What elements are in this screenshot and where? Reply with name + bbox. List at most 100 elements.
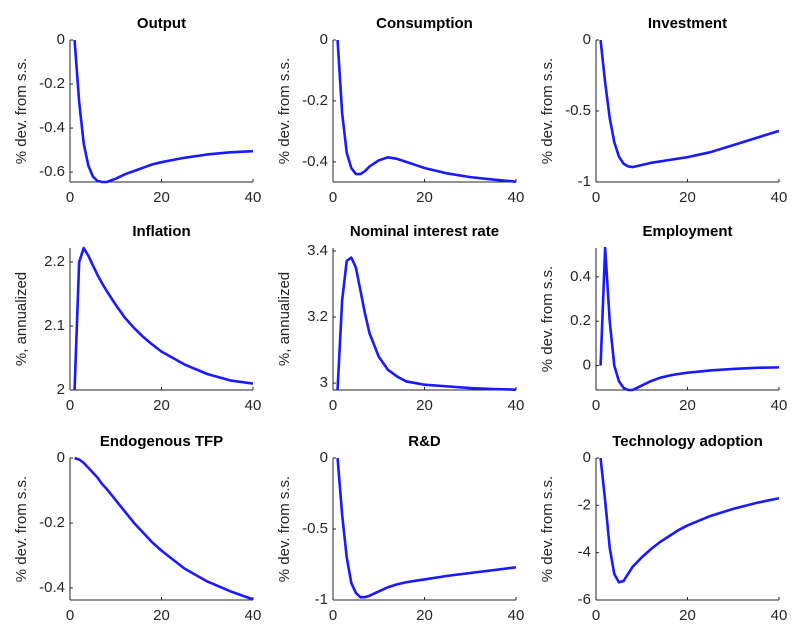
y-tick-label: -0.5 [302, 520, 328, 537]
x-tick-label: 40 [508, 189, 525, 206]
y-tick-label: 0 [57, 31, 65, 48]
x-tick-label: 40 [771, 189, 788, 206]
x-tick-label: 40 [508, 607, 525, 624]
plot-area [73, 246, 253, 391]
plot-area [336, 39, 516, 183]
y-axis-label: %, annualized [13, 272, 30, 366]
subplot-title: Nominal interest rate [350, 223, 499, 240]
subplot-title: Employment [642, 223, 732, 240]
y-tick-label: -1 [578, 173, 591, 190]
subplot-title: Endogenous TFP [100, 433, 223, 450]
y-tick-label: -0.2 [39, 514, 65, 531]
plot-area [74, 456, 253, 601]
plot-area [599, 39, 779, 169]
line-series [73, 39, 253, 184]
subplot: Nominal interest rate %, annualized 0 20 40 3… [276, 223, 524, 414]
y-tick-label: 0 [57, 449, 65, 466]
y-tick-label: 2.1 [44, 317, 65, 334]
x-tick-label: 20 [416, 397, 433, 414]
x-tick-label: 0 [66, 607, 74, 624]
y-tick-label: -2 [578, 496, 591, 513]
x-tick-label: 20 [679, 189, 696, 206]
y-tick-label: 0 [583, 449, 591, 466]
line-series [336, 39, 516, 183]
y-tick-label: 3 [320, 374, 328, 391]
plot-area [73, 39, 253, 184]
y-tick-label: 2 [57, 381, 65, 398]
subplot: Technology adoption % dev. from s.s. 0 20 40… [539, 433, 787, 624]
subplot-title: Output [137, 15, 186, 32]
y-tick-label: -0.4 [39, 579, 65, 596]
line-series [336, 457, 516, 599]
x-tick-label: 20 [153, 397, 170, 414]
y-tick-label: 0.2 [570, 312, 591, 329]
x-tick-label: 0 [329, 607, 337, 624]
y-tick-label: -4 [578, 544, 591, 561]
x-tick-label: 20 [416, 607, 433, 624]
subplot: R&D % dev. from s.s. 0 20 40 -1 -0.5 0 [276, 433, 524, 624]
y-tick-label: 3.4 [307, 242, 328, 259]
y-tick-label: -0.2 [302, 92, 328, 109]
x-tick-label: 40 [508, 397, 525, 414]
y-tick-label: -0.6 [39, 163, 65, 180]
line-series [599, 39, 779, 169]
y-axis-label: % dev. from s.s. [13, 476, 30, 582]
y-axis-label: % dev. from s.s. [539, 266, 556, 372]
y-tick-label: -0.2 [39, 75, 65, 92]
x-tick-label: 0 [66, 189, 74, 206]
subplot: Endogenous TFP % dev. from s.s. 0 20 40 -0.4 -… [13, 433, 261, 624]
y-tick-label: -1 [315, 591, 328, 608]
subplot: Output % dev. from s.s. 0 20 40 -0.6 -0.4 -0.2 0 [13, 15, 261, 206]
x-tick-label: 20 [153, 607, 170, 624]
y-axis-label: % dev. from s.s. [539, 476, 556, 582]
x-tick-label: 0 [592, 397, 600, 414]
x-tick-label: 40 [245, 607, 262, 624]
line-series [74, 456, 253, 601]
x-tick-label: 20 [679, 607, 696, 624]
subplot-title: Consumption [376, 15, 473, 32]
subplot: Employment % dev. from s.s. 0 20 40 0 0.2 0.4 [539, 223, 787, 414]
subplot: Consumption % dev. from s.s. 0 20 40 -0.4 -0.2… [276, 15, 524, 206]
x-tick-label: 20 [679, 397, 696, 414]
x-tick-label: 40 [245, 189, 262, 206]
x-tick-label: 20 [153, 189, 170, 206]
line-series [336, 256, 516, 391]
y-tick-label: 0 [583, 357, 591, 374]
y-tick-label: 0 [320, 31, 328, 48]
x-tick-label: 0 [66, 397, 74, 414]
subplot: Investment % dev. from s.s. 0 20 40 -1 -0.5 0 [539, 15, 787, 206]
subplot-title: Technology adoption [612, 433, 763, 450]
y-tick-label: 0.4 [570, 268, 591, 285]
y-axis-label: % dev. from s.s. [13, 58, 30, 164]
y-tick-label: 3.2 [307, 308, 328, 325]
plot-area [336, 256, 516, 391]
plot-area [599, 246, 779, 392]
y-tick-label: -0.4 [39, 119, 65, 136]
plot-area [336, 457, 516, 599]
y-tick-label: -0.4 [302, 153, 328, 170]
y-tick-label: -0.5 [565, 102, 591, 119]
x-tick-label: 40 [771, 607, 788, 624]
subplot-title: Inflation [132, 223, 190, 240]
y-axis-label: % dev. from s.s. [276, 58, 293, 164]
y-tick-label: 2.2 [44, 253, 65, 270]
line-series [599, 246, 779, 392]
subplot-title: Investment [648, 15, 727, 32]
x-tick-label: 0 [592, 607, 600, 624]
x-tick-label: 40 [245, 397, 262, 414]
y-tick-label: 0 [583, 31, 591, 48]
y-axis-label: % dev. from s.s. [276, 476, 293, 582]
y-tick-label: 0 [320, 449, 328, 466]
y-tick-label: -6 [578, 591, 591, 608]
x-tick-label: 0 [329, 397, 337, 414]
plot-area [599, 457, 779, 584]
x-tick-label: 0 [329, 189, 337, 206]
x-tick-label: 40 [771, 397, 788, 414]
y-axis-label: % dev. from s.s. [539, 58, 556, 164]
x-tick-label: 20 [416, 189, 433, 206]
x-tick-label: 0 [592, 189, 600, 206]
subplot: Inflation %, annualized 0 20 40 2 2.1 2.2 [13, 223, 261, 414]
line-series [599, 457, 779, 584]
subplot-title: R&D [408, 433, 441, 450]
